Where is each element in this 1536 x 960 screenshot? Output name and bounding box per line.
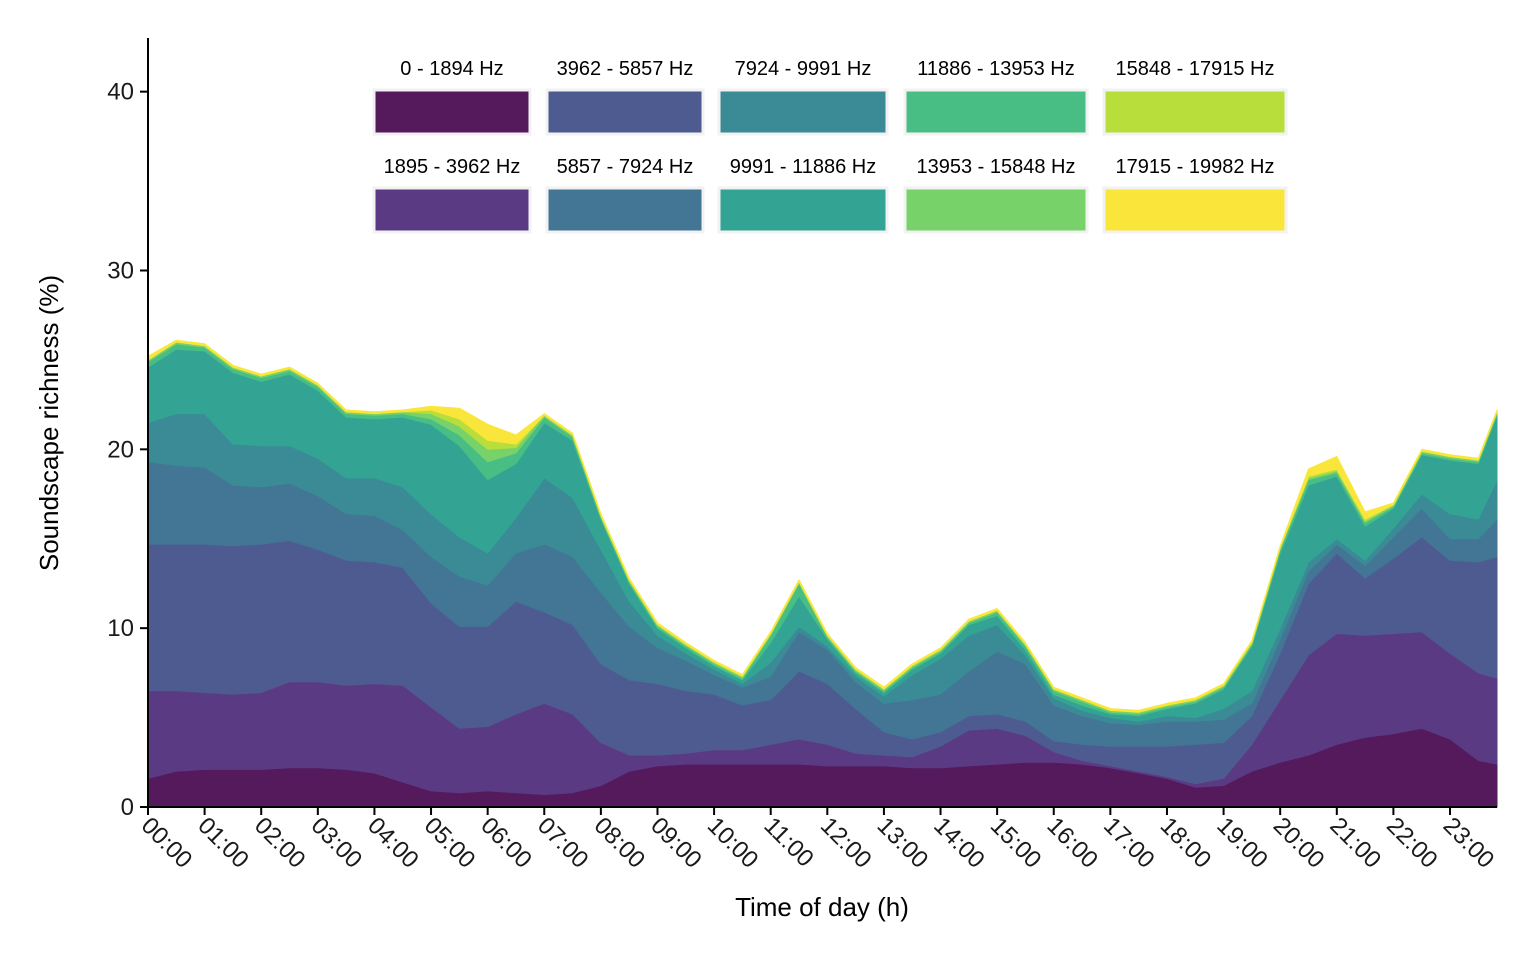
legend-key: [717, 88, 889, 136]
legend-key: [717, 186, 889, 234]
y-tick-label: 20: [107, 436, 134, 463]
x-tick-label: 11:00: [758, 812, 818, 872]
x-tick-label: 10:00: [702, 812, 764, 874]
legend-key: [545, 88, 705, 136]
legend-label: 17915 - 19982 Hz: [1115, 156, 1274, 178]
x-axis-title: Time of day (h): [735, 892, 909, 922]
x-tick-label: 23:00: [1438, 812, 1500, 874]
legend-label: 3962 - 5857 Hz: [557, 58, 694, 80]
x-tick-label: 13:00: [872, 812, 934, 874]
legend-label: 13953 - 15848 Hz: [916, 156, 1075, 178]
x-tick-label: 05:00: [419, 812, 481, 874]
legend-key: [545, 186, 705, 234]
x-tick-label: 18:00: [1155, 812, 1217, 874]
x-tick-label: 08:00: [589, 812, 651, 874]
y-tick-label: 40: [107, 79, 134, 106]
legend-key: [372, 186, 532, 234]
legend-key: [903, 88, 1089, 136]
legend-key: [903, 186, 1089, 234]
x-tick-label: 17:00: [1098, 812, 1160, 874]
x-tick-label: 03:00: [306, 812, 368, 874]
y-tick-label: 10: [107, 615, 134, 642]
legend-label: 11886 - 13953 Hz: [917, 58, 1075, 80]
legend-label: 1895 - 3962 Hz: [384, 156, 521, 178]
x-tick-label: 02:00: [249, 812, 311, 874]
legend-key: [372, 88, 532, 136]
legend-label: 9991 - 11886 Hz: [730, 156, 876, 178]
x-tick-label: 16:00: [1042, 812, 1104, 874]
y-tick-label: 30: [107, 257, 134, 284]
legend-label: 5857 - 7924 Hz: [557, 156, 694, 178]
legend-key: [1102, 186, 1288, 234]
legend-label: 0 - 1894 Hz: [400, 58, 503, 80]
x-tick-label: 01:00: [192, 812, 254, 874]
legend: 0 - 1894 Hz 1895 - 3962 Hz 3962 - 5857 Hz 5…: [372, 58, 1288, 234]
x-tick-label: 20:00: [1268, 812, 1330, 874]
x-tick-label: 21:00: [1325, 812, 1387, 874]
x-tick-label: 06:00: [475, 812, 537, 874]
area-series-9: [147, 339, 1498, 713]
x-tick-label: 09:00: [645, 812, 707, 874]
y-tick-label: 0: [121, 794, 134, 821]
x-tick-label: 12:00: [815, 812, 877, 874]
x-tick-label: 00:00: [136, 812, 198, 874]
legend-label: 7924 - 9991 Hz: [735, 58, 872, 80]
x-tick-label: 15:00: [985, 812, 1047, 874]
area-layers: [147, 339, 1498, 808]
x-tick-label: 22:00: [1381, 812, 1443, 874]
x-tick-label: 07:00: [532, 812, 594, 874]
x-tick-label: 19:00: [1211, 812, 1273, 874]
legend-key: [1102, 88, 1288, 136]
legend-label: 15848 - 17915 Hz: [1115, 58, 1274, 80]
y-axis-title: Soundscape richness (%): [34, 275, 64, 571]
x-tick-label: 04:00: [362, 812, 424, 874]
x-tick-label: 14:00: [928, 812, 990, 874]
